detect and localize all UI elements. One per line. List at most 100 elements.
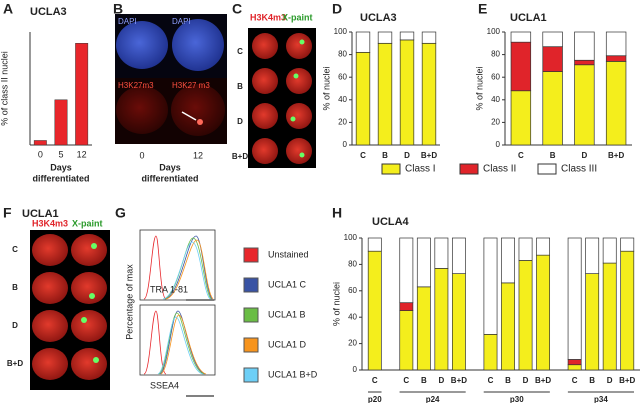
- x-tick-label: B: [421, 376, 427, 385]
- bar-segment: [501, 282, 515, 371]
- bar-segment: [620, 237, 635, 252]
- bar-segment: [567, 359, 582, 366]
- bar-segment: [421, 42, 437, 146]
- x-tick-label: C: [572, 376, 578, 385]
- bar-segment: [574, 59, 595, 66]
- legend-label: Class I: [405, 164, 436, 175]
- bar-segment: [542, 71, 563, 146]
- legend-swatch: [243, 337, 259, 353]
- y-tick-label: 0: [496, 140, 501, 149]
- bar-segment: [399, 310, 414, 371]
- row-label: C: [12, 245, 18, 254]
- bar-segment: [399, 302, 414, 311]
- x-tick-label: B+D: [535, 376, 551, 385]
- x-tick-label: B: [589, 376, 595, 385]
- x-tick-label: C: [488, 376, 494, 385]
- panel-letter: E: [478, 1, 487, 17]
- y-tick-label: 0: [343, 140, 348, 149]
- bar: [33, 140, 47, 146]
- group-label: p24: [426, 395, 440, 403]
- bar-segment: [542, 46, 563, 72]
- bar-segment: [367, 250, 382, 371]
- chart-title: UCLA3: [30, 6, 67, 18]
- legend-label: UCLA1 D: [268, 339, 307, 349]
- row-label: B+D: [7, 359, 23, 368]
- x-tick-label: D: [607, 376, 613, 385]
- x-label: 0: [139, 150, 144, 160]
- bar-segment: [536, 237, 551, 256]
- legend-label: UCLA1 B+D: [268, 369, 318, 379]
- x-tick-label: B+D: [619, 376, 635, 385]
- bar-segment: [510, 90, 532, 146]
- image-label: DAPI: [172, 17, 191, 26]
- bar-segment: [620, 250, 635, 371]
- row-label: C: [237, 47, 243, 56]
- stain-label: X-paint: [282, 12, 313, 22]
- group-label: p20: [368, 395, 382, 403]
- bar-segment: [416, 237, 431, 288]
- x-tick-label: D: [523, 376, 529, 385]
- legend-label: Unstained: [268, 249, 309, 259]
- bar: [75, 43, 89, 146]
- y-tick-label: 60: [348, 286, 357, 295]
- x-tick-label: B+D: [608, 151, 624, 160]
- bar-segment: [377, 42, 393, 146]
- bar-segment: [399, 237, 414, 304]
- legend-swatch: [243, 307, 259, 323]
- y-tick-label: 60: [338, 72, 347, 81]
- y-tick-label: 40: [348, 312, 357, 321]
- stain-label: X-paint: [72, 218, 103, 228]
- bar-segment: [434, 237, 449, 269]
- y-axis-title: % of nuclei: [321, 66, 331, 110]
- bar-segment: [451, 273, 466, 371]
- bar-segment: [518, 260, 533, 371]
- y-tick-label: 80: [348, 260, 357, 269]
- y-tick-label: 60: [491, 72, 500, 81]
- legend-swatch: [537, 163, 557, 175]
- legend-swatch: [243, 277, 259, 293]
- y-tick-label: 20: [348, 339, 357, 348]
- image-label: H3K27m3: [118, 81, 154, 90]
- row-label: D: [12, 321, 18, 330]
- image-label: DAPI: [118, 17, 137, 26]
- x-tick-label: D: [581, 151, 587, 160]
- legend-swatch: [243, 367, 259, 383]
- x-tick-label: 5: [58, 149, 63, 159]
- x-axis-title: differentiated: [32, 173, 89, 183]
- bar-segment: [574, 31, 595, 61]
- row-label: D: [237, 117, 243, 126]
- y-tick-label: 20: [491, 118, 500, 127]
- legend-swatch: [459, 163, 479, 175]
- panel-letter: D: [332, 1, 342, 17]
- group-label: p34: [594, 395, 608, 403]
- legend-label: UCLA1 C: [268, 279, 307, 289]
- y-tick-label: 100: [344, 233, 358, 242]
- bar-segment: [518, 237, 533, 261]
- chart-title: UCLA1: [510, 12, 547, 24]
- y-tick-label: 20: [338, 118, 347, 127]
- legend-swatch: [243, 247, 259, 263]
- bar-segment: [416, 286, 431, 371]
- bar-segment: [602, 262, 617, 371]
- microscopy-b: [115, 14, 227, 144]
- panel-letter: C: [232, 1, 242, 17]
- y-tick-label: 0: [353, 365, 358, 374]
- x-tick-label: C: [360, 151, 366, 160]
- x-tick-label: C: [518, 151, 524, 160]
- flow-histograms: [139, 229, 216, 397]
- panel-title: UCLA1: [22, 208, 59, 220]
- x-axis-title: Days: [50, 162, 72, 172]
- legend-label: UCLA1 B: [268, 309, 306, 319]
- y-axis-title: % of nuclei: [331, 282, 341, 326]
- y-axis-title: % of nuclei: [474, 66, 484, 110]
- bar-segment: [483, 334, 498, 371]
- group-label: p30: [510, 395, 524, 403]
- bar-segment: [605, 55, 627, 62]
- bar-segment: [377, 31, 393, 44]
- x-tick-label: D: [404, 151, 410, 160]
- axis-title: TRA 1-81: [150, 284, 188, 294]
- bar-segment: [399, 31, 415, 41]
- x-tick-label: B: [550, 151, 556, 160]
- y-tick-label: 40: [491, 95, 500, 104]
